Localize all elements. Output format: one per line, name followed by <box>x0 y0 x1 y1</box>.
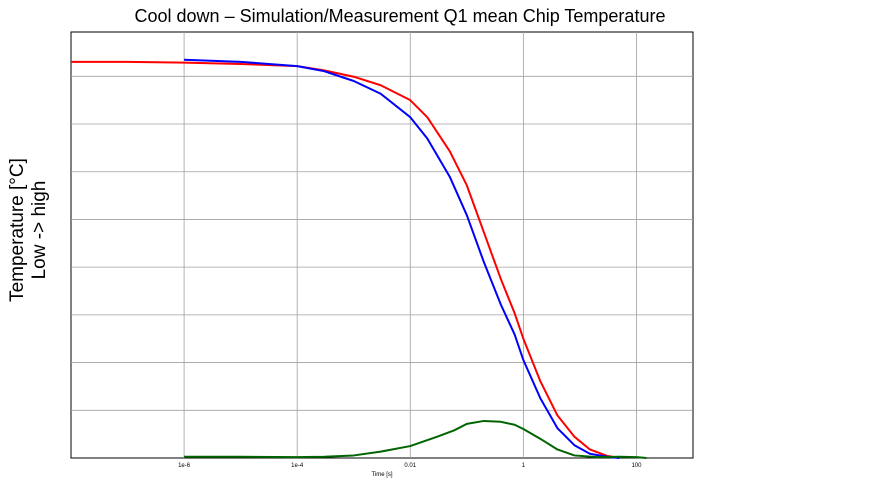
horizontal-gridlines <box>71 75 693 411</box>
series-line-1 <box>71 60 620 459</box>
vertical-gridlines <box>183 32 637 458</box>
x-tick-labels: 1e-6 1e-4 0.01 1 100 <box>178 463 642 469</box>
x-tick-label: 1e-6 <box>178 463 191 469</box>
series-line-3 <box>184 419 647 459</box>
series-layer <box>71 58 647 459</box>
x-tick-label: 1e-4 <box>291 463 304 469</box>
x-axis-label: Time [s] <box>371 472 392 478</box>
series-line-2 <box>184 58 620 459</box>
plot-area-frame <box>70 31 694 459</box>
x-tick-label: 0.01 <box>404 463 416 469</box>
x-tick-label: 100 <box>631 463 642 469</box>
chart-title: Cool down – Simulation/Measurement Q1 me… <box>134 6 666 26</box>
x-tick-label: 1 <box>522 463 526 469</box>
